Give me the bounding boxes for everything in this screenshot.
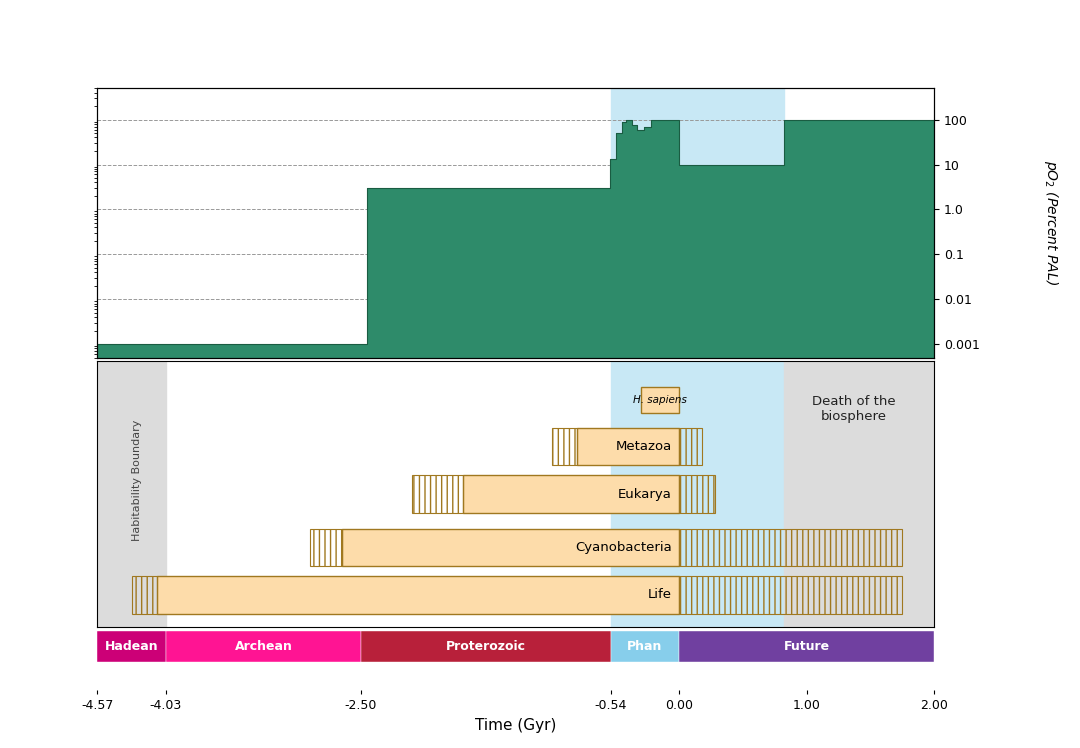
- Bar: [679, 529, 903, 565]
- Bar: [411, 476, 463, 512]
- Text: Future: Future: [784, 640, 829, 653]
- Text: Hadean: Hadean: [105, 640, 159, 653]
- Bar: [626, 120, 632, 358]
- Bar: [367, 188, 610, 358]
- Bar: [679, 577, 903, 613]
- Bar: [622, 122, 626, 358]
- Text: H. sapiens: H. sapiens: [633, 395, 687, 405]
- Bar: [97, 361, 166, 627]
- Bar: [637, 129, 644, 358]
- Bar: [784, 361, 934, 627]
- Bar: [578, 428, 679, 465]
- Bar: [97, 631, 166, 662]
- Text: Death of the
biosphere: Death of the biosphere: [812, 395, 895, 423]
- Bar: [132, 577, 157, 613]
- Bar: [610, 159, 616, 358]
- Bar: [157, 577, 679, 613]
- Text: Habitability Boundary: Habitability Boundary: [132, 420, 141, 542]
- Text: Proterozoic: Proterozoic: [446, 640, 526, 653]
- Text: Eukarya: Eukarya: [618, 488, 672, 500]
- Bar: [361, 631, 610, 662]
- Text: Metazoa: Metazoa: [616, 440, 672, 453]
- Bar: [679, 476, 715, 512]
- Y-axis label: $pO_2$ (Percent PAL): $pO_2$ (Percent PAL): [1042, 160, 1061, 286]
- Bar: [679, 631, 934, 662]
- Bar: [679, 165, 784, 358]
- Bar: [166, 631, 361, 662]
- Bar: [610, 631, 679, 662]
- Text: Phan: Phan: [627, 640, 663, 653]
- Bar: [784, 120, 934, 358]
- Bar: [610, 361, 784, 627]
- Bar: [616, 133, 622, 358]
- Text: Archean: Archean: [234, 640, 293, 653]
- Bar: [341, 529, 679, 565]
- Text: Cyanobacteria: Cyanobacteria: [575, 541, 672, 554]
- Bar: [679, 428, 702, 465]
- Bar: [642, 387, 679, 413]
- Bar: [644, 126, 651, 358]
- Bar: [97, 344, 367, 358]
- Text: Life: Life: [648, 589, 672, 601]
- Text: Time (Gyr): Time (Gyr): [475, 718, 556, 733]
- Bar: [552, 428, 578, 465]
- Bar: [463, 476, 679, 512]
- Bar: [632, 125, 637, 358]
- Bar: [651, 120, 679, 358]
- Bar: [310, 529, 341, 565]
- Bar: [610, 88, 784, 358]
